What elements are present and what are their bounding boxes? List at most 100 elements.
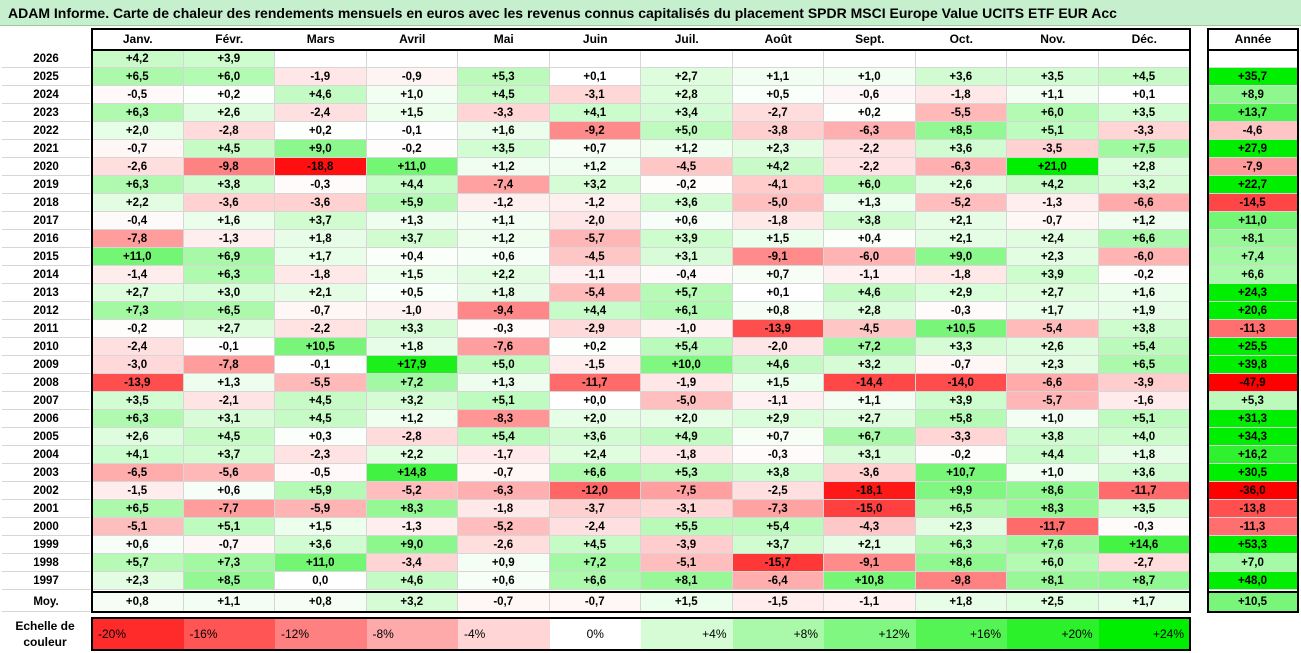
heatmap-cell: -5,1 <box>641 554 733 572</box>
legend-swatch: -8% <box>366 618 458 650</box>
heatmap-cell: -4,5 <box>824 320 916 338</box>
year-label: 2023 <box>2 104 90 122</box>
heatmap-cell <box>366 50 458 68</box>
average-cell: +1,1 <box>183 592 275 612</box>
heatmap-cell: +5,4 <box>1098 338 1190 356</box>
heatmap-cell: +3,7 <box>183 446 275 464</box>
heatmap-cell: -4,5 <box>641 158 733 176</box>
heatmap-cell: -7,5 <box>641 482 733 500</box>
annual-cell: +13,7 <box>1208 104 1298 122</box>
heatmap-cell: -0,2 <box>1098 266 1190 284</box>
heatmap-cell: -2,8 <box>366 428 458 446</box>
heatmap-cell: -0,7 <box>92 140 184 158</box>
heatmap-cell: -7,8 <box>92 230 184 248</box>
year-label: 1998 <box>2 554 90 572</box>
year-label: 2012 <box>2 302 90 320</box>
heatmap-cell: -14,0 <box>915 374 1007 392</box>
heatmap-cell: -1,0 <box>641 320 733 338</box>
average-cell: +0,8 <box>275 592 367 612</box>
chart-title: ADAM Informe. Carte de chaleur des rende… <box>0 0 1301 26</box>
heatmap-cell: +4,0 <box>1098 428 1190 446</box>
heatmap-cell: -1,2 <box>458 194 550 212</box>
heatmap-cell: -7,3 <box>732 500 824 518</box>
heatmap-cell: -5,0 <box>732 194 824 212</box>
annual-cell: +7,0 <box>1208 554 1298 572</box>
heatmap-cell: +0,3 <box>275 428 367 446</box>
heatmap-cell: +7,5 <box>1098 140 1190 158</box>
heatmap-cell: -0,2 <box>915 446 1007 464</box>
heatmap-cell: -4,5 <box>549 248 641 266</box>
heatmap-cell: +21,0 <box>1007 158 1099 176</box>
heatmap-cell: +4,5 <box>275 392 367 410</box>
heatmap-cell: +3,2 <box>366 392 458 410</box>
heatmap-cell: +3,8 <box>1007 428 1099 446</box>
year-label: 2017 <box>2 212 90 230</box>
heatmap-cell: +9,0 <box>275 140 367 158</box>
heatmap-cell: -6,5 <box>92 464 184 482</box>
heatmap-cell: -11,7 <box>1007 518 1099 536</box>
heatmap-cell: -5,7 <box>549 230 641 248</box>
heatmap-cell: +3,2 <box>824 356 916 374</box>
heatmap-cell: +4,4 <box>366 176 458 194</box>
heatmap-cell: +2,3 <box>732 140 824 158</box>
heatmap-cell: -3,6 <box>275 194 367 212</box>
heatmap-cell: +1,5 <box>366 266 458 284</box>
month-header: Oct. <box>915 29 1007 49</box>
heatmap-cell: +0,2 <box>549 338 641 356</box>
heatmap-cell: -0,2 <box>366 140 458 158</box>
heatmap-cell: +0,6 <box>183 482 275 500</box>
heatmap-cell: +11,0 <box>92 248 184 266</box>
heatmap-cell: +6,6 <box>549 464 641 482</box>
heatmap-cell: +9,9 <box>915 482 1007 500</box>
heatmap-cell: +11,0 <box>275 554 367 572</box>
heatmap-cell: -1,3 <box>183 230 275 248</box>
heatmap-cell <box>915 50 1007 68</box>
heatmap-cell <box>1098 50 1190 68</box>
heatmap-cell: -3,3 <box>458 104 550 122</box>
heatmap-cell: +3,5 <box>92 392 184 410</box>
month-header: Mars <box>275 29 367 49</box>
annual-cell: -14,5 <box>1208 194 1298 212</box>
month-header: Févr. <box>183 29 275 49</box>
average-cell: +1,7 <box>1098 592 1190 612</box>
heatmap-cell: -5,6 <box>183 464 275 482</box>
heatmap-cell: +6,3 <box>183 266 275 284</box>
heatmap-cell: -7,6 <box>458 338 550 356</box>
heatmap-cell: +5,8 <box>915 410 1007 428</box>
heatmap-cell: -1,9 <box>275 68 367 86</box>
heatmap-cell: -7,7 <box>183 500 275 518</box>
heatmap-cell: +3,9 <box>641 230 733 248</box>
heatmap-cell: -2,7 <box>732 104 824 122</box>
month-header: Avril <box>366 29 458 49</box>
heatmap-cell: -0,4 <box>641 266 733 284</box>
heatmap-cell: -3,4 <box>366 554 458 572</box>
heatmap-cell: +3,6 <box>641 194 733 212</box>
heatmap-cell: +1,8 <box>366 338 458 356</box>
annual-cell: +53,3 <box>1208 536 1298 554</box>
heatmap-cell <box>1007 50 1099 68</box>
heatmap-cell: +14,6 <box>1098 536 1190 554</box>
year-label: 2002 <box>2 482 90 500</box>
heatmap-cell: +3,7 <box>275 212 367 230</box>
heatmap-cell: +2,3 <box>1007 248 1099 266</box>
heatmap-cell: -18,1 <box>824 482 916 500</box>
heatmap-cell: +6,3 <box>92 176 184 194</box>
heatmap-cell: +3,1 <box>641 248 733 266</box>
heatmap-cell: +8,5 <box>915 122 1007 140</box>
heatmap-cell: -6,0 <box>1098 248 1190 266</box>
heatmap-cell: +4,5 <box>1098 68 1190 86</box>
heatmap-cell: +2,7 <box>1007 284 1099 302</box>
heatmap-cell: -6,6 <box>1098 194 1190 212</box>
heatmap-cell: -0,3 <box>458 320 550 338</box>
heatmap-cell: -5,4 <box>1007 320 1099 338</box>
month-header: Juin <box>549 29 641 49</box>
annual-cell: +31,3 <box>1208 410 1298 428</box>
heatmap-cell: +3,3 <box>366 320 458 338</box>
heatmap-cell: +2,6 <box>92 428 184 446</box>
legend-swatch: -16% <box>183 618 275 650</box>
heatmap-cell: +10,5 <box>915 320 1007 338</box>
heatmap-cell: +3,7 <box>366 230 458 248</box>
annual-cell: +6,6 <box>1208 266 1298 284</box>
heatmap-cell: -6,3 <box>824 122 916 140</box>
heatmap-cell: -0,7 <box>915 356 1007 374</box>
